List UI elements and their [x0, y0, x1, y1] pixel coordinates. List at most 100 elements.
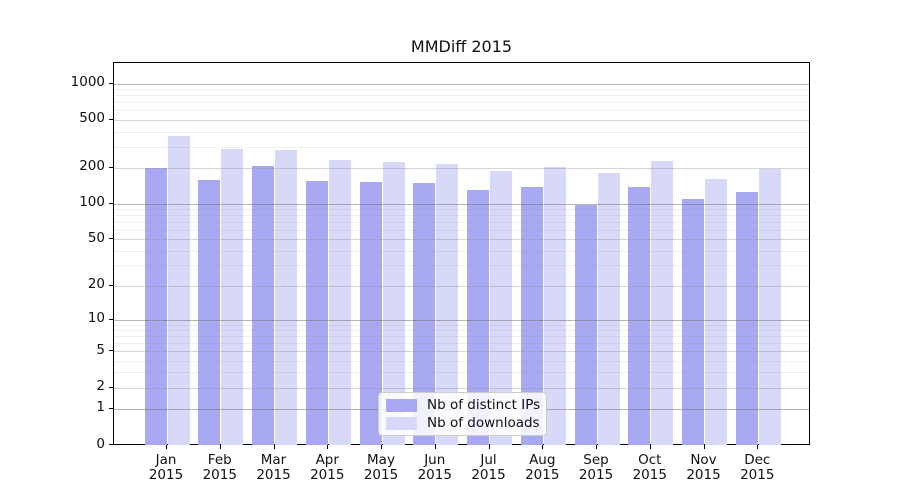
gridline: [114, 324, 809, 326]
x-tick: [219, 445, 221, 449]
bar-downloads: [382, 161, 405, 445]
bar-distinct-ips: [682, 198, 704, 445]
x-tick-label: Jun 2015: [417, 452, 452, 483]
x-tick: [327, 445, 329, 449]
bar-downloads: [221, 149, 244, 445]
bar-distinct-ips: [198, 179, 221, 445]
x-tick-label: Dec 2015: [740, 452, 775, 483]
y-tick-label: 2: [96, 378, 105, 395]
bar-distinct-ips: [628, 187, 651, 445]
y-tick-label: 1000: [70, 74, 105, 91]
gridline: [114, 265, 809, 267]
legend-label-downloads: Nb of downloads: [427, 415, 540, 431]
x-tick: [542, 445, 544, 449]
bar-downloads: [490, 170, 512, 445]
x-tick: [757, 445, 759, 449]
bar-downloads: [436, 164, 459, 445]
bar-downloads: [167, 135, 190, 445]
x-tick-label: Jan 2015: [148, 452, 184, 483]
x-tick-label: Nov 2015: [686, 452, 721, 483]
x-tick: [703, 445, 705, 449]
bar-downloads: [328, 160, 351, 445]
legend-swatch-downloads: [386, 416, 417, 430]
y-tick: [109, 238, 113, 240]
gridline: [114, 330, 809, 332]
chart-title: MMDiff 2015: [410, 37, 513, 56]
y-tick-label: 1: [96, 399, 105, 416]
x-tick-label: Sep 2015: [578, 452, 614, 483]
gridline: [114, 215, 809, 217]
gridline: [114, 83, 809, 85]
bar-distinct-ips: [574, 205, 597, 445]
gridline: [114, 209, 809, 211]
bar-distinct-ips: [305, 180, 328, 445]
gridline: [114, 319, 809, 321]
x-tick-label: Aug 2015: [525, 452, 560, 483]
gridline: [114, 250, 809, 252]
bar-downloads: [651, 160, 674, 445]
gridline: [114, 239, 809, 241]
y-tick: [109, 407, 113, 409]
bar-distinct-ips: [520, 187, 543, 445]
y-tick: [109, 284, 113, 286]
y-tick-label: 5: [96, 341, 105, 358]
x-tick: [596, 445, 597, 449]
gridline: [114, 119, 809, 121]
bar-downloads: [597, 172, 620, 445]
gridline: [114, 360, 809, 362]
bar-distinct-ips: [413, 182, 436, 445]
y-tick: [109, 118, 113, 120]
y-tick: [109, 444, 113, 445]
gridline: [114, 343, 809, 345]
y-tick: [109, 202, 113, 204]
y-tick-label: 50: [87, 229, 105, 246]
gridline: [114, 222, 809, 224]
gridline: [114, 167, 809, 169]
gridline: [114, 230, 809, 231]
x-tick-label: May 2015: [363, 452, 399, 483]
y-tick: [109, 350, 113, 352]
bar-downloads: [705, 178, 727, 445]
y-tick: [109, 166, 113, 168]
bar-distinct-ips: [359, 181, 382, 445]
gridline: [114, 387, 809, 389]
gridline: [114, 351, 809, 353]
y-tick-label: 0: [96, 435, 105, 452]
x-tick: [488, 445, 490, 449]
gridline: [114, 89, 809, 91]
y-tick-label: 500: [79, 110, 105, 127]
bar-distinct-ips: [144, 168, 167, 445]
y-tick-label: 100: [79, 194, 105, 211]
x-tick: [649, 445, 651, 449]
x-tick: [381, 445, 382, 449]
gridline: [114, 102, 809, 104]
gridline: [114, 203, 809, 205]
legend-item-downloads: Nb of downloads: [386, 415, 540, 431]
legend: Nb of distinct IPs Nb of downloads: [378, 392, 547, 436]
gridline: [114, 131, 809, 133]
legend-swatch-distinct-ips: [386, 398, 417, 412]
x-tick-label: Mar 2015: [256, 452, 291, 483]
y-tick-label: 200: [79, 158, 105, 175]
y-tick-label: 20: [87, 276, 105, 293]
legend-label-distinct-ips: Nb of distinct IPs: [427, 397, 541, 413]
bar-distinct-ips: [252, 166, 274, 445]
bar-distinct-ips: [735, 191, 758, 445]
legend-item-distinct-ips: Nb of distinct IPs: [386, 397, 541, 413]
gridline: [114, 110, 809, 112]
x-tick-label: Jul 2015: [471, 452, 506, 483]
bar-downloads: [275, 149, 297, 445]
bar-distinct-ips: [467, 190, 489, 445]
gridline: [114, 336, 809, 338]
x-tick-label: Apr 2015: [310, 452, 345, 483]
x-tick: [166, 445, 167, 449]
gridline: [114, 146, 809, 148]
bar-downloads: [543, 167, 566, 445]
gridline: [114, 372, 809, 374]
x-tick-label: Feb 2015: [202, 452, 237, 483]
gridline: [114, 285, 809, 287]
y-tick: [109, 82, 113, 84]
gridline: [114, 95, 809, 97]
y-tick: [109, 386, 113, 388]
